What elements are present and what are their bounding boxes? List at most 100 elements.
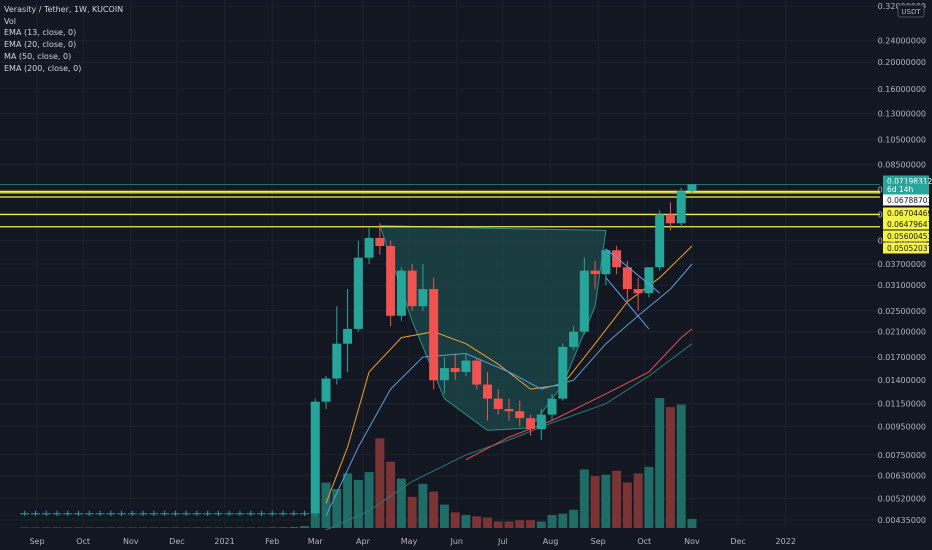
candle-body-10 <box>127 513 137 515</box>
candle-body-19 <box>224 513 234 515</box>
candle-8 <box>106 510 116 516</box>
candle-body-29 <box>332 343 342 379</box>
x-tick-label-4: 2021 <box>214 537 234 546</box>
y-tick-label-16: 0.01150000 <box>878 400 926 409</box>
candle-body-51 <box>569 331 579 347</box>
volume-bar-3 <box>52 527 62 528</box>
candle-body-4 <box>63 513 73 515</box>
price-label-text-6: 0.05052037 <box>887 244 932 253</box>
candle-body-20 <box>235 513 245 515</box>
price-label-box-6 <box>883 242 929 254</box>
candle-body-57 <box>633 289 643 294</box>
volume-bar-41 <box>461 515 471 528</box>
volume-bar-39 <box>439 504 449 528</box>
x-tick-label-5: Feb <box>265 537 279 546</box>
candle-body-49 <box>547 398 557 415</box>
moving-averages <box>325 245 693 531</box>
candle-body-41 <box>461 360 471 372</box>
price-label-box-3 <box>883 207 929 219</box>
candle-body-16 <box>192 513 202 515</box>
x-tick-label-11: Aug <box>543 537 559 546</box>
candle-1 <box>30 510 40 516</box>
indicator-ema200[interactable]: EMA (200, close, 0) <box>4 63 82 73</box>
candle-14 <box>170 510 180 516</box>
candle-39 <box>439 356 449 394</box>
x-tick-label-13: Oct <box>637 537 651 546</box>
candle-body-14 <box>170 513 180 515</box>
volume-bar-34 <box>386 461 396 528</box>
candle-9 <box>117 510 127 516</box>
volume-bar-28 <box>321 482 331 528</box>
candle-6 <box>84 510 94 516</box>
indicator-ma50[interactable]: MA (50, close, 0) <box>4 51 72 61</box>
price-label-1: 6d 14h <box>883 183 929 195</box>
x-tick-label-12: Sep <box>591 537 606 546</box>
ma-line-0 <box>325 245 693 504</box>
candle-body-12 <box>149 513 159 515</box>
volume-bar-54 <box>601 474 611 528</box>
volume-bar-25 <box>289 526 299 528</box>
price-label-text-3: 0.06704469 <box>887 209 932 218</box>
candle-body-60 <box>665 214 675 224</box>
candle-body-36 <box>407 270 417 307</box>
volume-bar-1 <box>30 527 40 528</box>
y-tick-label-21: 0.00435000 <box>878 516 926 525</box>
price-label-text-1: 6d 14h <box>887 185 913 194</box>
candle-body-3 <box>52 513 62 515</box>
candle-body-26 <box>300 513 310 515</box>
volume-bar-60 <box>665 407 675 528</box>
candle-58 <box>644 267 654 298</box>
price-label-text-0: 0.07198312 <box>887 177 932 186</box>
indicator-vol[interactable]: Vol <box>4 16 16 26</box>
volume-bar-13 <box>160 527 170 528</box>
volume-bar-6 <box>84 527 94 528</box>
volume-bar-50 <box>558 513 568 528</box>
candle-body-6 <box>84 513 94 515</box>
candle-38 <box>429 277 439 390</box>
candle-13 <box>160 510 170 516</box>
indicator-ema13[interactable]: EMA (13, close, 0) <box>4 28 77 38</box>
candle-41 <box>461 353 471 377</box>
indicator-ema20[interactable]: EMA (20, close, 0) <box>4 40 77 50</box>
volume-bar-27 <box>310 512 320 528</box>
candle-body-35 <box>396 270 406 316</box>
horizontal-levels[interactable] <box>0 184 880 228</box>
volume-bar-19 <box>224 527 234 528</box>
volume-bar-52 <box>579 469 589 528</box>
candle-body-43 <box>482 384 492 399</box>
candle-55 <box>612 246 622 275</box>
candle-7 <box>95 510 105 516</box>
chart-legend: Verasity / Tether, 1W, KUCOIN Vol EMA (1… <box>4 4 123 74</box>
candle-body-18 <box>213 513 223 515</box>
volume-bar-22 <box>256 527 266 528</box>
candle-61 <box>676 187 686 228</box>
candle-body-62 <box>687 184 697 192</box>
symbol-title[interactable]: Verasity / Tether, 1W, KUCOIN <box>4 5 124 14</box>
candle-body-47 <box>526 418 536 430</box>
volume-bar-32 <box>364 472 374 528</box>
candle-48 <box>536 409 546 440</box>
candle-body-58 <box>644 267 654 294</box>
candle-25 <box>289 510 299 516</box>
y-tick-label-1: 0.24000000 <box>878 36 926 45</box>
candle-5 <box>74 510 84 516</box>
candle-47 <box>526 414 536 436</box>
time-axis[interactable]: Sep Oct Nov Dec 2021 Feb Mar Apr May Jun Jul Aug Sep… <box>29 537 795 546</box>
candle-body-55 <box>612 250 622 268</box>
volume-bar-43 <box>482 517 492 528</box>
volume-bar-31 <box>353 479 363 528</box>
price-label-6: 0.05052037 <box>883 242 932 254</box>
y-tick-label-4: 0.13000000 <box>878 110 926 119</box>
candles <box>20 184 697 516</box>
x-tick-label-0: Sep <box>29 537 44 546</box>
candle-body-2 <box>41 513 51 515</box>
volume-bar-38 <box>429 491 439 528</box>
volume-bar-5 <box>74 527 84 528</box>
ema200-line <box>465 328 693 461</box>
candle-23 <box>267 510 277 516</box>
candle-56 <box>622 260 632 302</box>
candle-11 <box>138 510 148 516</box>
y-tick-label-6: 0.08500000 <box>878 161 926 170</box>
x-tick-label-14: Nov <box>684 537 700 546</box>
